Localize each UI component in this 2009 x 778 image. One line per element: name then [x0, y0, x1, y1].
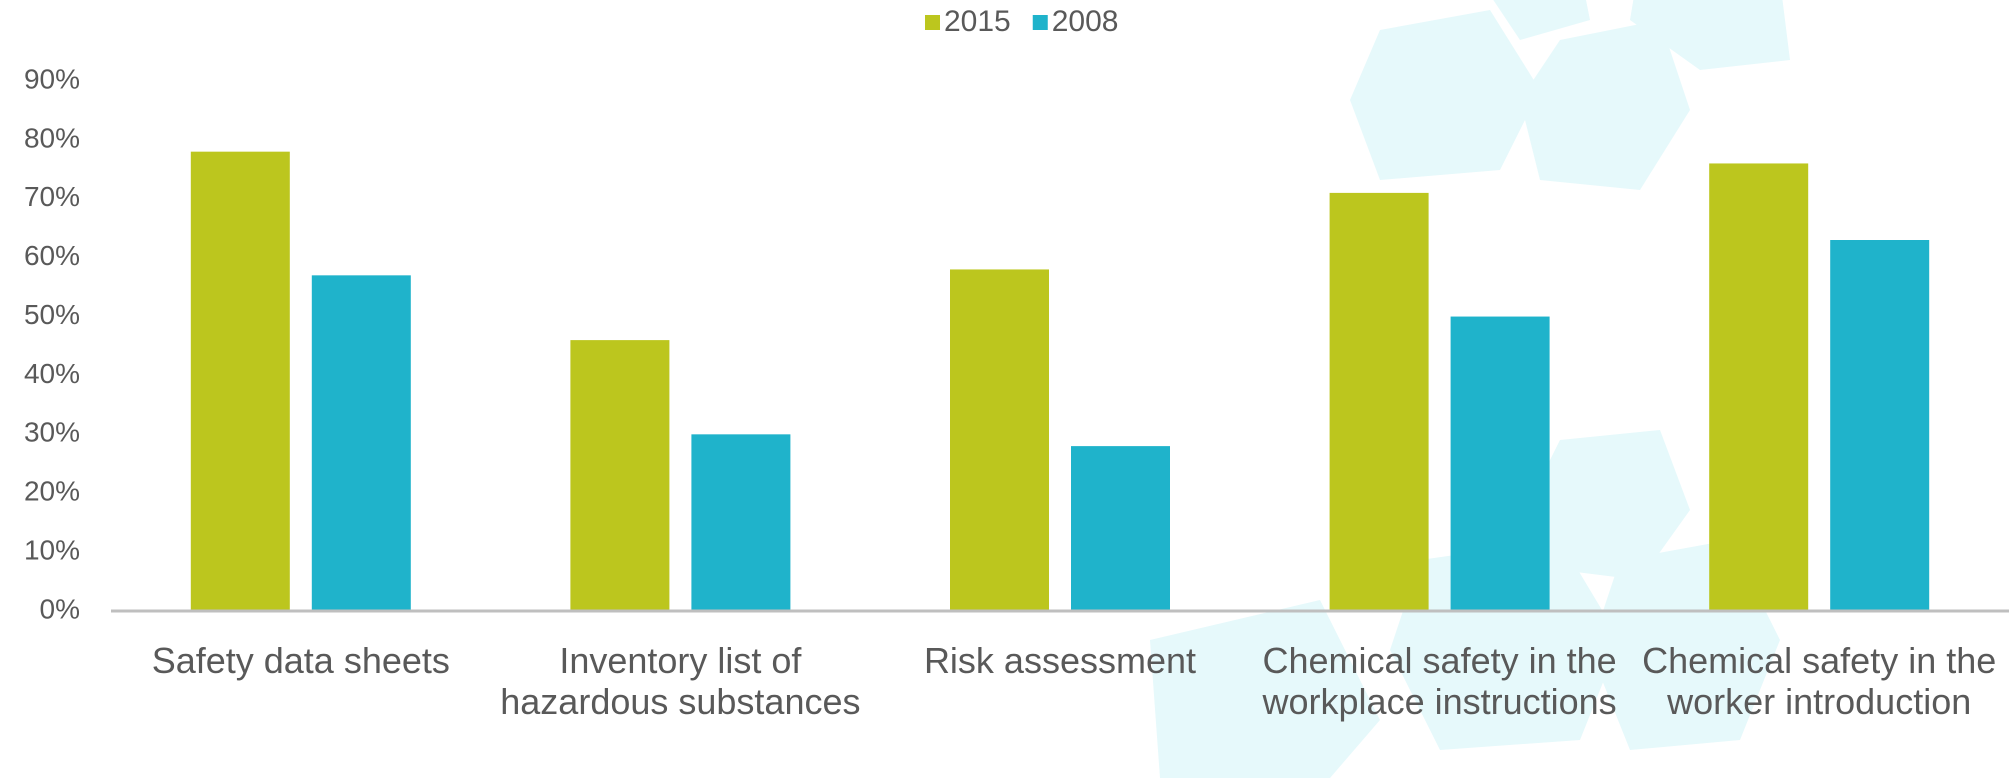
bar	[190, 151, 290, 611]
bar	[1071, 446, 1170, 611]
bar	[1450, 316, 1550, 611]
bar	[1709, 163, 1809, 611]
y-tick-label: 50%	[24, 299, 80, 330]
x-tick-label: Inventory list of hazardous substances	[500, 640, 861, 722]
bar	[570, 340, 670, 611]
y-tick-label: 90%	[24, 63, 80, 94]
x-tick-label: Risk assessment	[923, 640, 1197, 681]
y-tick-label: 20%	[24, 476, 80, 507]
x-tick-label: Chemical safety in the worker introducti…	[1642, 640, 1997, 722]
bar	[950, 269, 1049, 611]
background-hexagons	[1150, 0, 1790, 778]
y-tick-label: 10%	[24, 535, 80, 566]
bar	[1830, 240, 1930, 611]
legend-swatch	[1032, 15, 1048, 30]
y-tick-label: 40%	[24, 358, 80, 389]
legend-label: 2008	[1052, 5, 1119, 38]
x-tick-label: Chemical safety in the workplace instruc…	[1262, 640, 1617, 722]
bar	[691, 434, 791, 611]
bar	[311, 275, 411, 611]
legend-label: 2015	[944, 5, 1011, 38]
x-tick-label: Safety data sheets	[151, 640, 450, 681]
legend-swatch	[925, 15, 940, 30]
y-tick-label: 60%	[24, 240, 80, 271]
y-tick-label: 70%	[24, 181, 80, 212]
bar	[1329, 192, 1429, 611]
y-tick-label: 30%	[24, 417, 80, 448]
y-tick-label: 0%	[40, 593, 80, 624]
y-tick-label: 80%	[24, 122, 80, 153]
